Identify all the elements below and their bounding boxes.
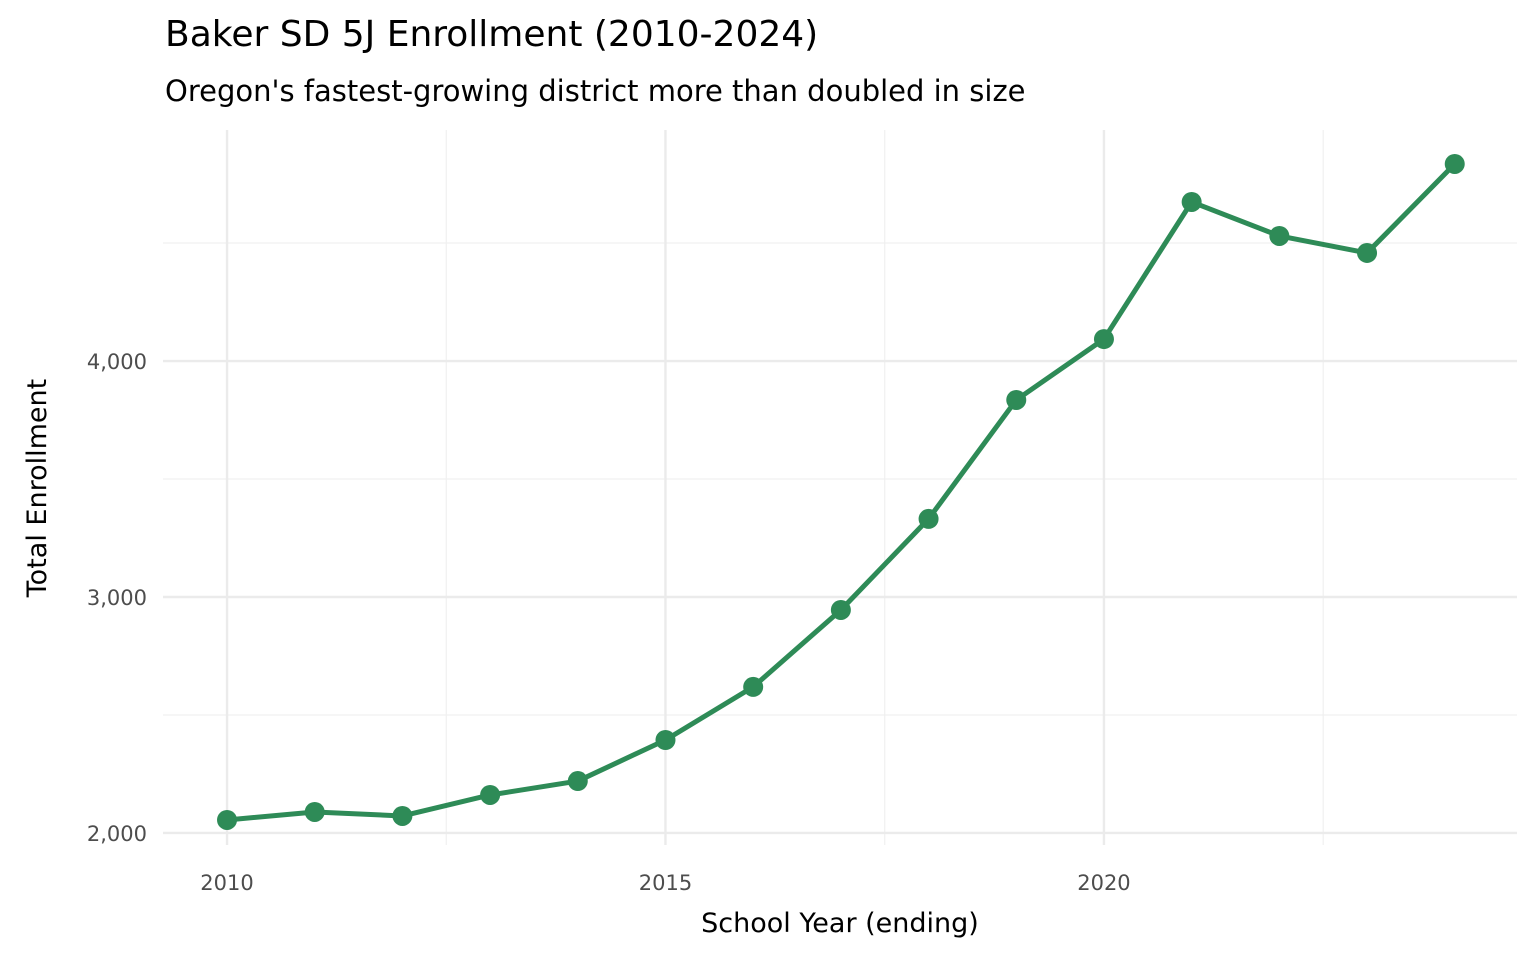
x-tick-label: 2015 (639, 871, 692, 895)
chart-subtitle: Oregon's fastest-growing district more t… (165, 74, 1026, 108)
y-tick-label: 2,000 (87, 822, 147, 846)
data-point (392, 805, 413, 826)
x-tick-label: 2010 (200, 871, 253, 895)
chart-title: Baker SD 5J Enrollment (2010-2024) (165, 14, 819, 55)
data-point (1444, 153, 1465, 174)
y-axis-label: Total Enrollment (22, 379, 53, 598)
x-tick-label: 2020 (1077, 871, 1130, 895)
data-point (655, 729, 676, 750)
data-point (480, 784, 501, 805)
data-point (217, 809, 238, 830)
data-point (743, 676, 764, 697)
data-point (1181, 191, 1202, 212)
x-axis-label: School Year (ending) (701, 908, 979, 939)
grid (163, 130, 1517, 845)
data-point (1006, 389, 1027, 410)
series-line (226, 162, 1457, 823)
data-point (304, 801, 325, 822)
data-point (1269, 225, 1290, 246)
data-point (918, 508, 939, 529)
y-tick-label: 3,000 (87, 586, 147, 610)
data-point (1093, 329, 1114, 350)
y-tick-label: 4,000 (87, 350, 147, 374)
tick-labels: 2010 2015 2020 2,000 3,000 4,000 (87, 350, 1131, 895)
series (217, 153, 1465, 830)
data-point (1357, 242, 1378, 263)
data-point (830, 599, 851, 620)
data-point (567, 771, 588, 792)
